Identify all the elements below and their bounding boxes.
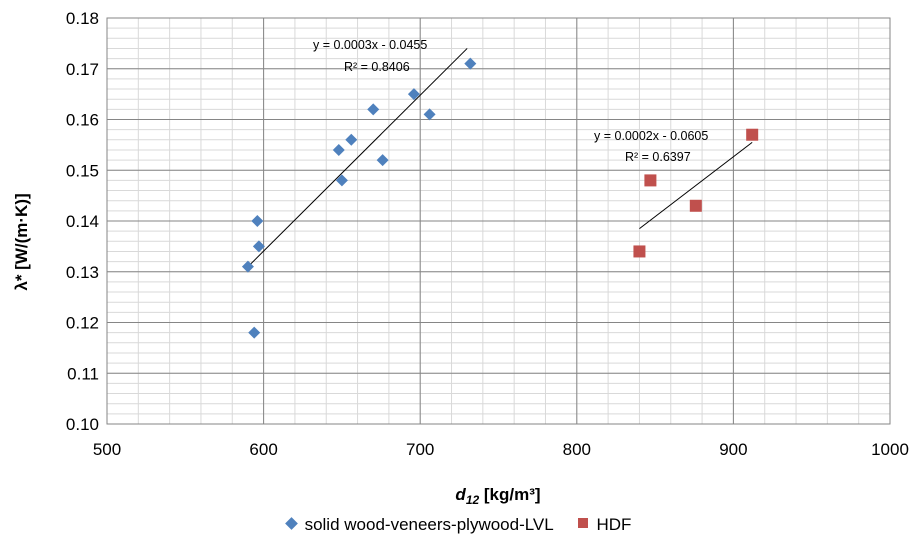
trendline-r-squared: R² = 0.6397 [625,150,691,164]
data-markers [241,57,759,339]
x-axis-title-main: d [455,485,466,504]
diamond-marker [423,108,436,121]
diamond-marker-icon [284,516,298,530]
legend-label: solid wood-veneers-plywood-LVL [304,514,554,534]
diamond-marker [241,260,254,273]
y-tick-label: 0.13 [66,263,99,282]
legend-label: HDF [596,514,632,534]
trendline [639,141,753,230]
square-marker-icon [578,518,589,529]
diamond-marker [252,240,265,253]
x-axis-title-sub: 12 [466,493,480,507]
diamond-marker [332,143,345,156]
trendline-equation: y = 0.0003x - 0.0455 [313,38,427,52]
square-marker [746,128,759,141]
square-marker [644,174,657,187]
diamond-marker [407,88,420,101]
y-tick-label: 0.11 [67,364,99,383]
x-tick-label: 600 [249,440,277,459]
plot-area-border [106,17,891,425]
x-axis-title: d12 [kg/m³] [455,485,540,507]
trendline-equation: y = 0.0002x - 0.0605 [594,129,708,143]
diamond-marker [345,133,358,146]
y-tick-label: 0.14 [66,212,99,231]
diamond-marker [464,57,477,70]
legend-item-solid-wood: solid wood-veneers-plywood-LVL [284,514,554,535]
y-tick-label: 0.16 [66,111,99,130]
diamond-marker [376,154,389,167]
x-tick-label: 700 [406,440,434,459]
legend-item-hdf: HDF [578,515,631,535]
y-tick-label: 0.17 [66,60,99,79]
trendline [247,48,468,268]
y-tick-label: 0.15 [66,161,99,180]
y-axis-title: λ* [W/(m·K)] [12,193,31,290]
diamond-marker [248,326,261,339]
x-axis-title-unit: [kg/m³] [479,485,540,504]
y-axis-tick-labels: 0.10 0.11 0.12 0.13 0.14 0.15 0.16 0.17 0.18 [66,9,99,434]
square-marker [633,245,646,258]
x-tick-label: 500 [93,440,121,459]
square-marker [689,199,702,212]
y-tick-label: 0.12 [66,314,99,333]
diamond-marker [367,103,380,116]
legend: solid wood-veneers-plywood-LVL HDF [0,514,918,535]
trendlines [247,48,753,268]
y-tick-label: 0.10 [66,415,99,434]
trendline-annotations: y = 0.0003x - 0.0455 R² = 0.8406 y = 0.000… [313,38,708,164]
x-tick-label: 1000 [871,440,909,459]
diamond-marker [335,174,348,187]
x-tick-label: 900 [719,440,747,459]
trendline-r-squared: R² = 0.8406 [344,60,410,74]
x-axis-tick-labels: 500 600 700 800 900 1000 [93,440,909,459]
diamond-marker [251,215,264,227]
y-tick-label: 0.18 [66,9,99,28]
x-tick-label: 800 [563,440,591,459]
